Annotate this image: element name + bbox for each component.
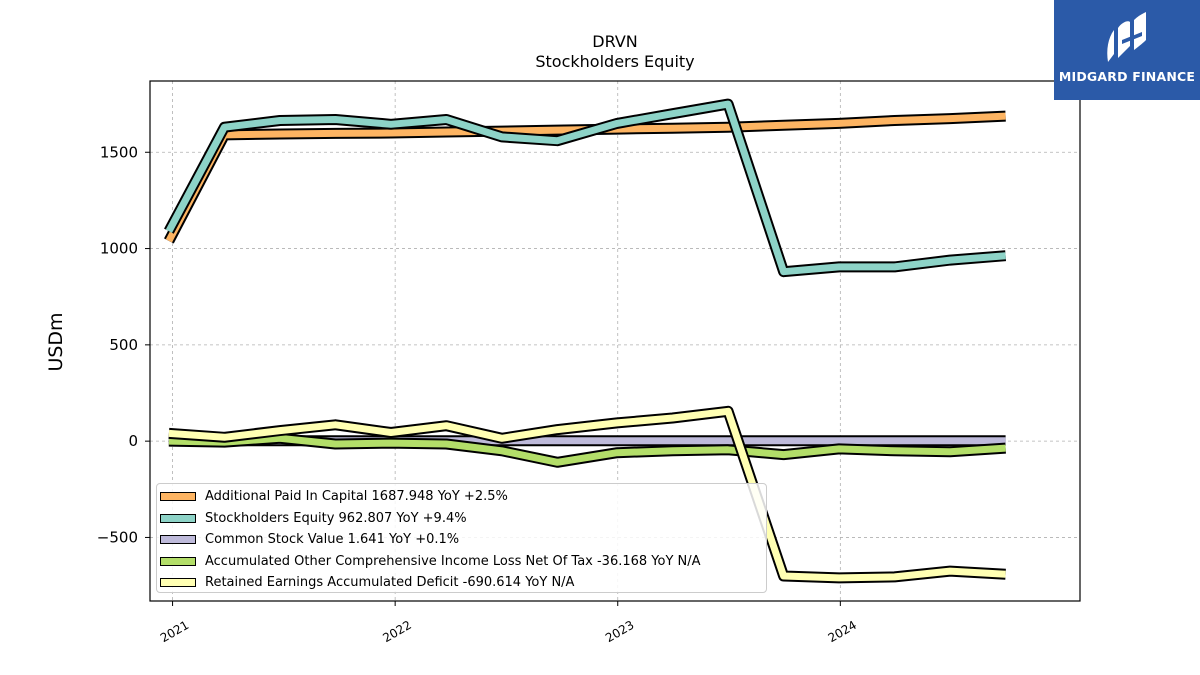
legend-item: Common Stock Value 1.641 YoY +0.1%: [157, 529, 766, 551]
legend-item: Accumulated Other Comprehensive Income L…: [157, 551, 766, 573]
chart-title: DRVN: [592, 32, 638, 51]
series-line: [165, 100, 1006, 276]
legend-item: Stockholders Equity 962.807 YoY +9.4%: [157, 508, 766, 530]
x-tick-label: 2022: [380, 618, 413, 645]
series-layer: [164, 98, 1007, 584]
legend-swatch: [160, 578, 196, 588]
legend: Additional Paid In Capital 1687.948 YoY …: [156, 483, 767, 593]
series-4: [168, 405, 1006, 584]
series-3: [168, 432, 1006, 468]
x-tick-label: 2023: [603, 618, 636, 645]
legend-label: Common Stock Value 1.641 YoY +0.1%: [205, 532, 460, 548]
logo-text: MIDGARD FINANCE: [1058, 69, 1196, 84]
y-tick-label: 500: [109, 336, 138, 354]
legend-label: Accumulated Other Comprehensive Income L…: [205, 553, 701, 569]
legend-swatch: [160, 513, 196, 523]
legend-item: Retained Earnings Accumulated Deficit -6…: [157, 572, 766, 594]
chart-subtitle: Stockholders Equity: [535, 52, 695, 71]
legend-swatch: [160, 556, 196, 566]
x-tick-label: 2021: [158, 618, 191, 645]
y-tick-label: −500: [97, 528, 138, 546]
axes: 1500 1000 500 0 −500 2021 2022 2023 2024: [97, 143, 859, 645]
y-tick-label: 1500: [100, 143, 138, 161]
y-axis-label: USDm: [45, 312, 67, 372]
logo-mark-icon: [1107, 12, 1146, 62]
legend-label: Stockholders Equity 962.807 YoY +9.4%: [205, 510, 467, 526]
series-line: [168, 407, 1006, 582]
plot-frame: [149, 80, 1081, 602]
legend-label: Retained Earnings Accumulated Deficit -6…: [205, 575, 575, 591]
legend-swatch: [160, 535, 196, 545]
legend-label: Additional Paid In Capital 1687.948 YoY …: [205, 489, 508, 505]
y-tick-label: 0: [128, 432, 138, 450]
midgard-finance-logo: MIDGARD FINANCE: [1054, 0, 1200, 100]
legend-swatch: [160, 492, 196, 502]
legend-item: Additional Paid In Capital 1687.948 YoY …: [157, 486, 766, 508]
y-tick-label: 1000: [100, 240, 138, 258]
x-tick-label: 2024: [826, 618, 859, 645]
series-line: [168, 434, 1006, 466]
series-1: [164, 98, 1007, 278]
